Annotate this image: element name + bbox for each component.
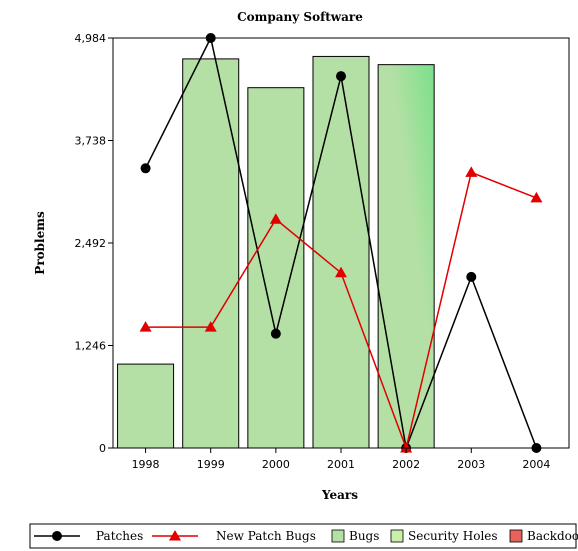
x-tick-label: 2002 (392, 458, 420, 471)
legend-label: Patches (96, 529, 143, 543)
y-tick-label: 3,738 (75, 135, 107, 148)
legend-label: Bugs (349, 529, 379, 543)
x-tick-label: 2003 (457, 458, 485, 471)
x-axis-label: Years (321, 488, 358, 502)
legend: Patches New Patch Bugs Bugs Security Holes B… (29, 523, 578, 549)
y-tick-label: 4,984 (75, 32, 107, 45)
bar-bugs-2001 (312, 55, 370, 449)
x-tick-label: 1999 (197, 458, 225, 471)
legend-label: Security Holes (408, 529, 498, 543)
point-new-patch-bugs-2004 (530, 191, 543, 203)
point-patches-2001 (336, 71, 346, 82)
y-axis-label: Problems (33, 211, 47, 275)
x-tick-label: 2001 (327, 458, 355, 471)
point-new-patch-bugs-1998 (139, 321, 152, 332)
legend-label: New Patch Bugs (216, 529, 316, 543)
point-patches-2003 (466, 271, 477, 282)
point-new-patch-bugs-2002 (400, 442, 413, 453)
x-tick-label: 2004 (522, 458, 550, 471)
point-new-patch-bugs-2000 (269, 213, 282, 224)
legend-swatch-patches-marker (52, 531, 62, 541)
legend-swatch-security-holes (390, 529, 404, 543)
y-tick-label: 1,246 (75, 340, 107, 353)
legend-box (29, 523, 577, 549)
point-patches-1998 (140, 163, 151, 174)
point-new-patch-bugs-1999 (204, 321, 217, 332)
point-patches-2000 (270, 328, 281, 339)
legend-label: Backdoors (527, 529, 578, 543)
x-tick-label: 2000 (262, 458, 290, 471)
bar-bugs-2000 (247, 87, 305, 449)
chart-title: Company Software (237, 10, 363, 24)
x-tick-label: 1998 (132, 458, 160, 471)
bar-bugs-2002 (377, 64, 435, 449)
bar-bugs-1999 (182, 58, 240, 449)
axes-layer: 0 1,246 2,492 3,738 4,984 1998 1999 2000 2001 200… (75, 32, 570, 471)
legend-swatch-newpatchbugs-marker (169, 530, 181, 541)
legend-swatch-backdoors (509, 529, 523, 543)
point-new-patch-bugs-2001 (335, 266, 347, 278)
y-tick-label: 2,492 (75, 237, 107, 250)
bar-bugs-1998 (117, 363, 175, 449)
point-new-patch-bugs-2003 (465, 166, 478, 177)
y-tick-label: 0 (99, 442, 106, 455)
bars-layer (117, 55, 435, 449)
legend-swatch-bugs (331, 529, 345, 543)
